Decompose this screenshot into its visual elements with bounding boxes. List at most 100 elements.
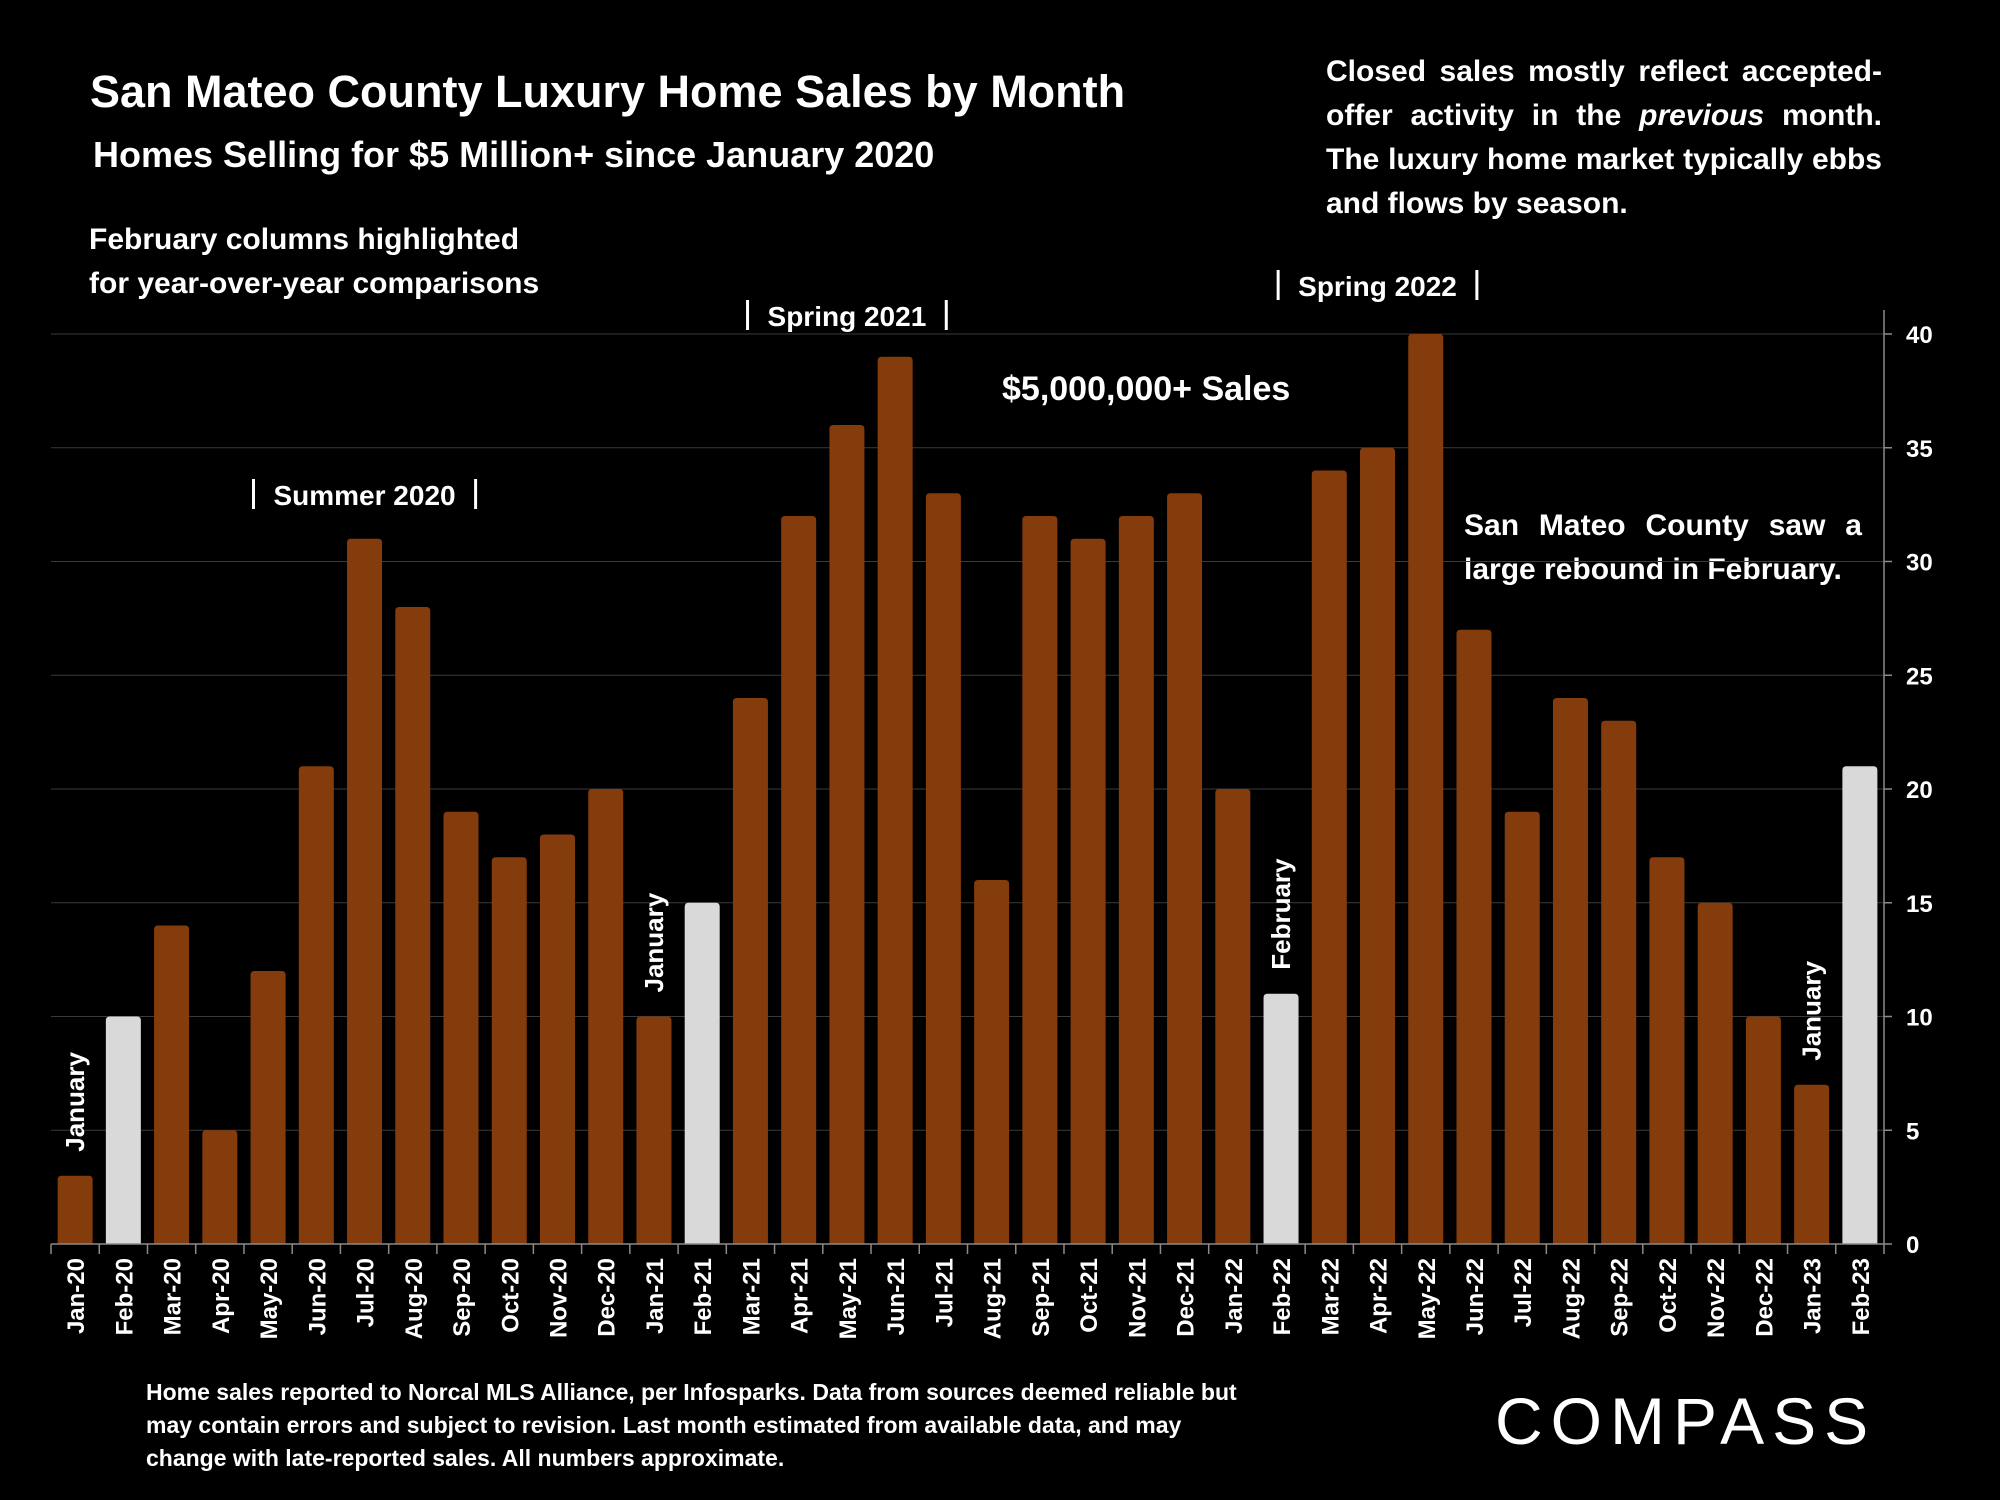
bar <box>732 698 768 1244</box>
x-tick-label: Jul-20 <box>353 1258 380 1327</box>
x-tick-label: May-20 <box>256 1258 283 1339</box>
month-annotation: January <box>1797 960 1827 1060</box>
x-tick-label: Oct-21 <box>1076 1258 1103 1333</box>
bar <box>250 971 286 1244</box>
bar <box>1552 698 1588 1244</box>
x-tick-label: Dec-22 <box>1751 1258 1778 1337</box>
rebound-note: San Mateo County saw a large rebound in … <box>1464 509 1862 586</box>
bar <box>1311 470 1347 1244</box>
x-tick-label: Jan-22 <box>1221 1258 1248 1334</box>
bar <box>588 789 624 1244</box>
month-annotation: February <box>1266 858 1296 970</box>
x-tick-label: Oct-22 <box>1655 1258 1682 1333</box>
season-bracket-label: Summer 2020 <box>273 480 455 511</box>
x-tick-label: Nov-21 <box>1124 1258 1151 1338</box>
y-tick-label: 30 <box>1906 550 1933 577</box>
bar <box>877 356 913 1244</box>
seasonality-note: Closed sales mostly reflect accepted-off… <box>1326 50 1882 226</box>
x-tick-label: Dec-20 <box>594 1258 621 1337</box>
x-tick-label: Mar-21 <box>738 1258 765 1335</box>
bar <box>154 925 190 1244</box>
source-footnote: Home sales reported to Norcal MLS Allian… <box>146 1379 1237 1471</box>
y-tick-label: 5 <box>1906 1118 1919 1145</box>
seasonality-text-a: Closed sales mostly reflect accepted-off… <box>1326 55 1882 132</box>
chart-subtitle: Homes Selling for $5 Million+ since Janu… <box>93 134 935 175</box>
bar <box>925 493 961 1244</box>
x-tick-label: Aug-21 <box>980 1258 1007 1339</box>
bar <box>1167 493 1203 1244</box>
season-bracket-label: Spring 2021 <box>768 301 927 332</box>
x-tick-label: Feb-22 <box>1269 1258 1296 1335</box>
x-tick-label: Jun-21 <box>883 1258 910 1335</box>
bar <box>1794 1084 1830 1244</box>
x-tick-label: Dec-21 <box>1173 1258 1200 1337</box>
y-tick-label: 20 <box>1906 777 1933 804</box>
bar <box>1456 629 1492 1244</box>
y-tick-label: 15 <box>1906 891 1933 918</box>
x-tick-label: Nov-20 <box>545 1258 572 1338</box>
month-annotation: January <box>60 1051 90 1151</box>
y-tick-label: 35 <box>1906 436 1933 463</box>
bar-highlight <box>105 1016 141 1244</box>
bar <box>1118 516 1154 1244</box>
bar <box>1215 789 1251 1244</box>
february-highlight-note: February columns highlighted for year-ov… <box>89 218 539 306</box>
bar <box>491 857 527 1244</box>
chart-title: San Mateo County Luxury Home Sales by Mo… <box>90 66 1126 117</box>
x-tick-label: Jan-20 <box>63 1258 90 1334</box>
bar <box>57 1175 93 1244</box>
series-label: $5,000,000+ Sales <box>1002 370 1291 408</box>
bar <box>539 834 575 1244</box>
bar <box>781 516 817 1244</box>
february-note-line-1: February columns highlighted <box>89 223 520 256</box>
bar <box>1504 811 1540 1244</box>
x-tick-label: Aug-20 <box>401 1258 428 1339</box>
season-bracket-label: Spring 2022 <box>1298 271 1457 302</box>
bar <box>443 811 479 1244</box>
x-tick-label: Jan-23 <box>1800 1258 1827 1334</box>
x-tick-label: Mar-20 <box>160 1258 187 1335</box>
bar <box>395 607 431 1244</box>
x-tick-label: Oct-20 <box>497 1258 524 1333</box>
bar-highlight <box>684 902 720 1244</box>
x-tick-label: Nov-22 <box>1703 1258 1730 1338</box>
bar <box>1408 334 1444 1244</box>
seasonality-text-emphasis: previous <box>1639 99 1765 132</box>
compass-logo: COMPASS <box>1495 1384 1876 1458</box>
x-tick-label: Sep-20 <box>449 1258 476 1337</box>
bar <box>1745 1016 1781 1244</box>
seasonality-text-b: month. The luxury home market typically … <box>1326 99 1882 220</box>
bar <box>1070 538 1106 1244</box>
bar <box>1360 447 1396 1244</box>
x-tick-label: Jun-22 <box>1462 1258 1489 1335</box>
x-tick-label: Jan-21 <box>642 1258 669 1334</box>
x-tick-label: May-22 <box>1414 1258 1441 1339</box>
bar <box>1022 516 1058 1244</box>
x-tick-label: Feb-20 <box>111 1258 138 1335</box>
bar <box>1697 902 1733 1244</box>
x-tick-label: Apr-21 <box>787 1258 814 1334</box>
bar <box>202 1130 238 1244</box>
x-tick-label: Feb-23 <box>1848 1258 1875 1335</box>
bar <box>974 880 1010 1244</box>
x-tick-label: May-21 <box>835 1258 862 1339</box>
february-note-line-2: for year-over-year comparisons <box>89 267 540 300</box>
y-tick-label: 25 <box>1906 663 1933 690</box>
x-tick-label: Jun-20 <box>304 1258 331 1335</box>
y-tick-label: 10 <box>1906 1005 1933 1032</box>
x-tick-label: Apr-20 <box>208 1258 235 1334</box>
x-tick-label: Mar-22 <box>1317 1258 1344 1335</box>
bar-highlight <box>1842 766 1878 1244</box>
bar <box>636 1016 672 1244</box>
y-tick-label: 40 <box>1906 322 1933 349</box>
x-tick-label: Jul-22 <box>1510 1258 1537 1327</box>
x-tick-label: Jul-21 <box>931 1258 958 1327</box>
y-tick-label: 0 <box>1906 1232 1919 1259</box>
bar <box>298 766 334 1244</box>
x-tick-label: Sep-21 <box>1028 1258 1055 1337</box>
x-tick-label: Aug-22 <box>1558 1258 1585 1339</box>
bar <box>1601 720 1637 1244</box>
compass-logo-text: COMPASS <box>1495 1384 1876 1458</box>
bar-highlight <box>1263 993 1299 1244</box>
